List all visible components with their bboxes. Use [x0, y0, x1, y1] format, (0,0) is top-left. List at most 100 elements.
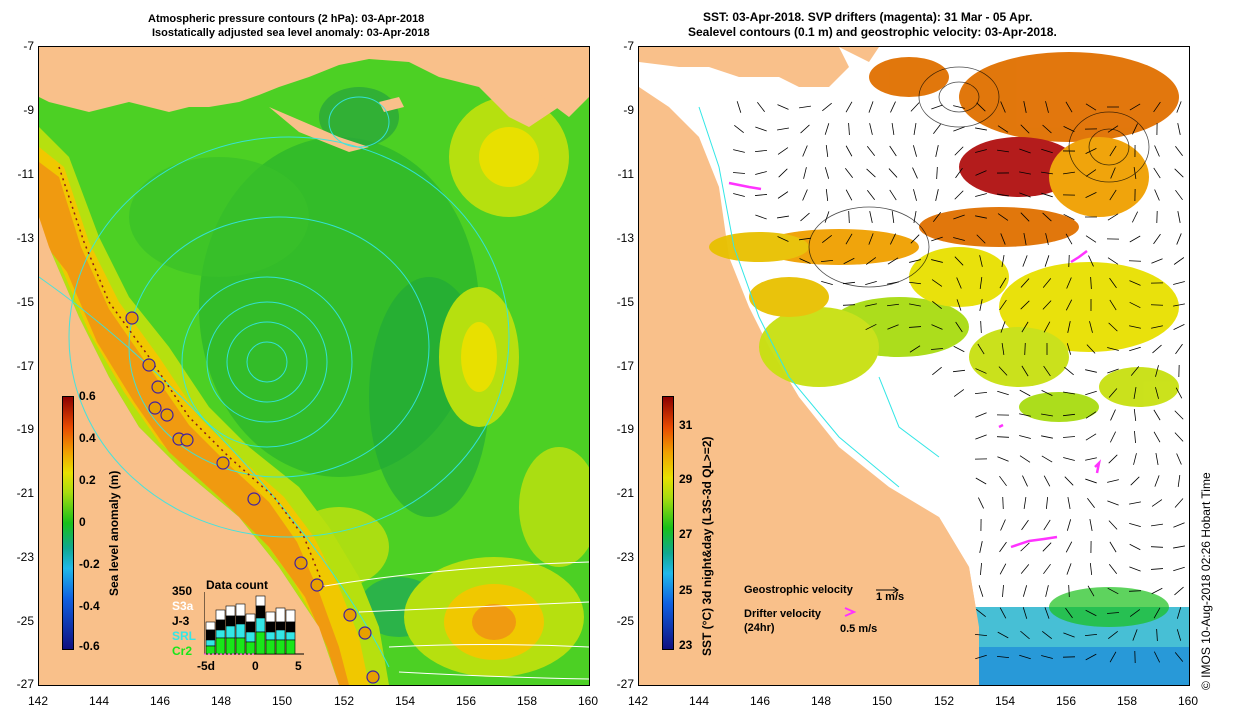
right-y-tick: -9: [623, 103, 634, 117]
velocity-arrow: [1130, 366, 1140, 376]
velocity-arrow: [1063, 126, 1075, 132]
right-y-tick: -13: [616, 231, 634, 245]
velocity-arrow: [1110, 409, 1116, 421]
velocity-arrow: [869, 123, 873, 135]
velocity-arrow: [1085, 653, 1097, 661]
geostrophic-velocity-scale: 1 m/s: [876, 591, 905, 603]
velocity-arrow: [1019, 192, 1031, 198]
velocity-arrow: [955, 167, 963, 179]
velocity-arrow: [734, 124, 744, 134]
velocity-arrow: [1151, 258, 1163, 264]
velocity-arrow: [1062, 436, 1076, 438]
velocity-arrow: [1002, 496, 1004, 510]
velocity-arrow: [912, 167, 918, 179]
velocity-arrow: [1044, 255, 1050, 267]
velocity-arrow: [777, 215, 789, 219]
velocity-arrow: [997, 213, 1009, 221]
velocity-arrow: [909, 259, 921, 263]
velocity-arrow: [777, 191, 789, 199]
velocity-arrow: [1042, 300, 1052, 310]
velocity-arrow: [1132, 629, 1138, 641]
velocity-arrow: [1173, 303, 1185, 307]
velocity-arrow: [1085, 103, 1097, 111]
right-x-tick: 150: [871, 694, 893, 708]
right-y-tick: -15: [616, 295, 634, 309]
velocity-arrow: [1173, 522, 1185, 528]
right-y-tick: -11: [617, 167, 634, 181]
velocity-arrow: [997, 125, 1009, 133]
velocity-arrow: [1152, 344, 1162, 354]
series-srl: SRL: [172, 629, 196, 643]
velocity-arrow: [1173, 324, 1185, 330]
velocity-arrow: [932, 366, 942, 376]
velocity-arrow: [733, 149, 745, 153]
velocity-arrow: [1085, 609, 1097, 617]
right-x-tick: 154: [994, 694, 1016, 708]
left-x-tick: 156: [455, 694, 477, 708]
sla-colorbar-tick: -0.4: [79, 599, 100, 613]
velocity-arrow: [890, 233, 896, 245]
velocity-arrow: [800, 124, 810, 134]
velocity-arrow: [1000, 519, 1006, 531]
velocity-arrow: [1042, 124, 1052, 134]
velocity-arrow: [755, 214, 767, 220]
velocity-arrow: [867, 190, 875, 200]
velocity-arrow: [1041, 435, 1053, 439]
velocity-arrow: [1156, 628, 1158, 642]
velocity-arrow: [844, 168, 854, 178]
velocity-arrow: [1065, 607, 1073, 619]
velocity-arrow: [1151, 499, 1163, 507]
velocity-arrow: [1089, 519, 1093, 531]
sst-map[interactable]: [638, 46, 1190, 686]
right-x-tick: 142: [627, 694, 649, 708]
velocity-arrow: [1087, 497, 1095, 509]
velocity-arrow: [978, 497, 984, 509]
left-y-tick: -21: [16, 486, 34, 500]
velocity-arrow: [1042, 542, 1052, 552]
velocity-arrow: [887, 257, 899, 265]
velocity-arrow: [1084, 634, 1098, 636]
sea-level-map[interactable]: [38, 46, 590, 686]
sst-colorbar-tick: 27: [679, 527, 693, 541]
velocity-arrow: [1129, 301, 1141, 309]
velocity-arrow: [1174, 410, 1184, 420]
velocity-arrow: [975, 170, 987, 176]
right-x-tick: 144: [688, 694, 710, 708]
left-y-tick: -7: [23, 39, 34, 53]
velocity-arrow: [997, 456, 1009, 462]
velocity-arrow: [1041, 390, 1053, 396]
velocity-arrow: [1021, 519, 1029, 531]
velocity-arrow: [931, 259, 943, 263]
velocity-arrow: [1019, 148, 1031, 154]
velocity-arrow: [935, 145, 939, 157]
velocity-arrow: [1000, 101, 1006, 113]
velocity-arrow: [1001, 255, 1005, 267]
velocity-arrow: [1108, 322, 1118, 332]
velocity-arrow: [1153, 233, 1161, 245]
velocity-arrow: [1085, 478, 1097, 484]
velocity-arrow: [1085, 433, 1097, 441]
velocity-arrow: [1020, 212, 1030, 222]
velocity-arrow: [1131, 211, 1139, 223]
left-x-tick: 150: [271, 694, 293, 708]
data-count-x-label: 0: [252, 659, 259, 673]
velocity-arrow: [932, 212, 942, 222]
velocity-arrow: [1153, 431, 1161, 443]
velocity-arrow: [932, 300, 942, 310]
sla-colorbar-tick: -0.2: [79, 557, 100, 571]
sla-colorbar: [62, 396, 74, 650]
velocity-arrow: [1175, 343, 1183, 355]
velocity-arrow: [1107, 368, 1119, 374]
velocity-arrow: [1134, 430, 1136, 444]
velocity-arrow: [1109, 277, 1117, 289]
velocity-arrow: [1177, 211, 1181, 223]
velocity-arrow: [1023, 233, 1027, 245]
velocity-arrow: [843, 257, 855, 265]
velocity-arrow: [1153, 167, 1161, 179]
velocity-arrow: [1173, 257, 1185, 265]
velocity-arrow: [1066, 563, 1072, 575]
drifter-velocity-label-2: (24hr): [744, 622, 775, 634]
velocity-arrow: [954, 190, 964, 200]
velocity-arrow: [1151, 325, 1163, 329]
velocity-arrow: [931, 236, 943, 242]
